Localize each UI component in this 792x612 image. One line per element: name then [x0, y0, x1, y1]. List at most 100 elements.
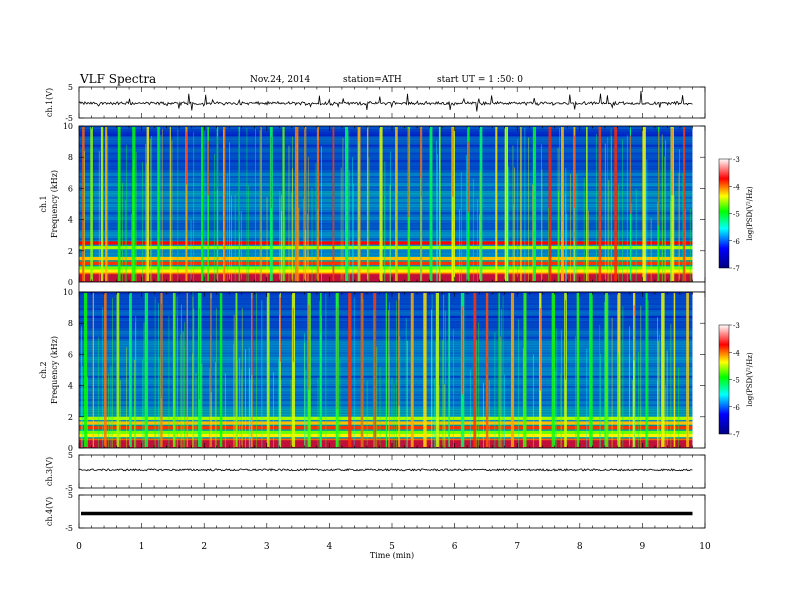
plot-title: VLF Spectra [80, 72, 157, 86]
ch2-spectrogram-streak [575, 336, 577, 448]
ch1-spectrogram-ytick-label: 0 [68, 278, 73, 287]
ch2-spectrogram-streak [502, 295, 504, 448]
ch4-waveform-ytick-label: -5 [65, 524, 73, 533]
ch1-spectrogram-streak [145, 143, 147, 282]
ch2-spectrogram-sferic [186, 293, 188, 447]
ch1-spectrogram-streak [657, 201, 658, 282]
ch1-spectrogram-streak [190, 219, 192, 282]
ch1-spectrogram-freq-band [79, 217, 693, 220]
ch1-spectrogram-streak [292, 168, 293, 282]
ch1-spectrogram-freq-band [79, 183, 693, 187]
ch2-spectrogram-streak [290, 379, 292, 448]
ch1-spectrogram-sferic [90, 127, 93, 281]
ch2-spectrogram-streak [522, 348, 524, 448]
ch1-spectrogram-sferic [429, 127, 433, 281]
ch1-spectrogram-sferic-core [452, 127, 454, 197]
ch1-spectrogram-colorbar-tick-label: -5 [733, 211, 740, 219]
ch2-spectrogram-sferic-core [564, 300, 566, 380]
ch2-spectrogram-streak [666, 350, 668, 448]
ch2-spectrogram-sferic [385, 293, 387, 447]
plot-date: Nov.24, 2014 [250, 75, 311, 85]
ch1-spectrogram-streak [524, 127, 526, 282]
ch1-spectrogram-sferic [532, 127, 536, 281]
ch1-spectrogram-streak [679, 149, 681, 282]
ch1-spectrogram-streak [348, 170, 350, 282]
ch1-spectrogram-freq-band [79, 133, 693, 137]
ch2-spectrogram-streak [431, 309, 432, 448]
ch2-spectrogram-streak [304, 342, 306, 448]
ch1-spectrogram-freq-band [79, 180, 693, 184]
ch2-spectrogram-streak [245, 349, 246, 448]
ch1-spectrogram-freq-band [79, 206, 693, 210]
ch1-spectrogram-streak [247, 185, 249, 282]
ch1-spectrogram-sferic [614, 127, 618, 281]
ch2-spectrogram-streak [273, 372, 274, 448]
ch1-spectrogram-freq-band [79, 232, 693, 236]
ch2-spectrogram-streak [143, 322, 145, 448]
ch1-spectrogram-strong-band [79, 269, 693, 273]
ch2-spectrogram-sferic [291, 293, 296, 447]
ch2-spectrogram-streak [184, 321, 186, 448]
ch1-spectrogram-streak [259, 130, 261, 282]
ch2-spectrogram-streak [240, 370, 242, 448]
ch1-spectrogram-streak [126, 144, 127, 282]
ch2-spectrogram-streak [239, 357, 241, 448]
ch1-spectrogram-sferic-core [467, 141, 469, 213]
ch1-spectrogram-streak [150, 138, 151, 282]
ch1-spectrogram-freq-band [79, 136, 693, 140]
ch2-spectrogram-streak [560, 329, 562, 448]
ch1-spectrogram-freq-band [79, 146, 693, 150]
ch1-waveform-ylabel: ch.1(V) [45, 88, 54, 117]
ch1-spectrogram-streak [533, 148, 535, 282]
ch1-spectrogram-streak [650, 218, 652, 282]
ch1-spectrogram-streak [389, 185, 391, 282]
plot-header: VLF Spectra Nov.24, 2014 station=ATH sta… [0, 0, 792, 90]
ch1-spectrogram-streak [352, 157, 354, 282]
ch1-spectrogram-sferic [282, 127, 285, 281]
ch1-waveform-ytick-label: -5 [65, 114, 73, 123]
ch1-spectrogram-streak [368, 157, 370, 282]
ch2-spectrogram-streak [523, 360, 524, 448]
ch2-spectrogram-streak [395, 300, 397, 448]
ch2-spectrogram-streak [321, 315, 322, 448]
ch2-spectrogram-streak [599, 324, 601, 448]
ch1-spectrogram-streak [230, 195, 232, 282]
ch1-spectrogram-ytick-label: 10 [63, 122, 73, 131]
ch2-spectrogram-streak [678, 367, 679, 448]
ch2-spectrogram-streak [250, 379, 252, 448]
ch2-spectrogram-streak [560, 373, 562, 448]
ch2-spectrogram-streak [224, 373, 226, 448]
ch1-spectrogram-streak [588, 210, 589, 282]
ch2-spectrogram-sferic [473, 293, 477, 447]
ch2-spectrogram-sferic [523, 293, 527, 447]
ch2-spectrogram-streak [256, 293, 257, 448]
ch1-spectrogram-freq-band [79, 165, 693, 168]
ch2-spectrogram-streak [478, 322, 480, 448]
ch1-spectrogram-streak [576, 174, 578, 282]
ch1-spectrogram-sferic [201, 127, 204, 281]
ch1-spectrogram-freq-band [79, 222, 693, 226]
ch2-spectrogram-streak [307, 371, 309, 448]
ch1-spectrogram-streak [611, 135, 612, 282]
ch1-spectrogram-freq-band [79, 196, 693, 200]
ch1-spectrogram-freq-band [79, 211, 693, 215]
ch1-spectrogram-freq-band [79, 235, 693, 239]
plot-station: station=ATH [343, 75, 402, 85]
ch1-spectrogram-freq-band [79, 204, 693, 207]
ch1-spectrogram-streak [255, 128, 256, 282]
ch2-spectrogram-sferic [92, 293, 94, 447]
ch2-spectrogram-sferic [604, 293, 608, 447]
ch1-spectrogram-streak [290, 192, 292, 282]
ch2-spectrogram-sferic-core [398, 299, 400, 407]
ch1-spectrogram-streak [682, 173, 684, 282]
ch1-spectrogram-sferic [379, 127, 383, 281]
ch2-spectrogram-streak [373, 309, 375, 448]
ch1-spectrogram-streak [460, 172, 462, 282]
ch1-spectrogram-freq-band [79, 237, 693, 241]
ch2-spectrogram-streak [102, 307, 104, 448]
x-axis-tick-label: 9 [640, 542, 646, 552]
ch1-spectrogram-freq-band [79, 224, 693, 228]
ch2-spectrogram-sferic [129, 293, 132, 447]
ch2-spectrogram-streak [406, 340, 408, 448]
